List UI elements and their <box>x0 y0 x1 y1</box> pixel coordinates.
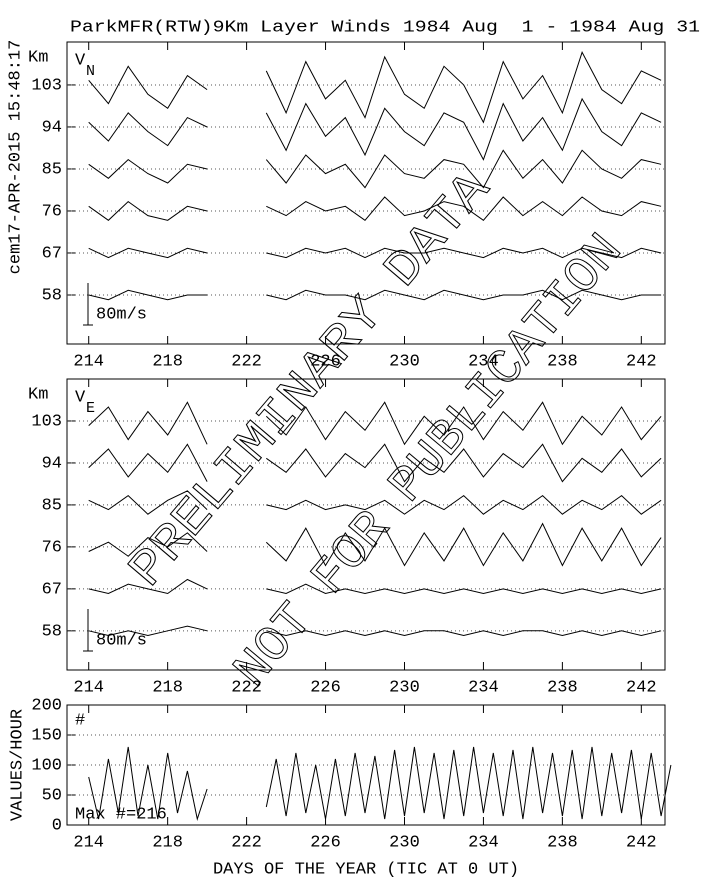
title: ParkMFR(RTW)9Km Layer Winds 1984 Aug 1 -… <box>70 18 700 37</box>
y-tick-label: 94 <box>42 118 62 137</box>
annotation: Max #=216 <box>75 805 167 824</box>
x-axis-label: DAYS OF THE YEAR (TIC AT 0 UT) <box>213 860 519 877</box>
x-tick-label: 214 <box>73 833 104 852</box>
trace <box>88 401 662 446</box>
x-tick-label: 242 <box>626 678 657 697</box>
y-axis-label: VALUES/HOUR <box>8 709 27 821</box>
x-tick-label: 230 <box>389 678 420 697</box>
x-tick-label: 238 <box>547 833 578 852</box>
trace <box>88 196 662 221</box>
y-tick-label: 67 <box>42 244 62 263</box>
y-tick-label: 58 <box>42 622 62 641</box>
y-tick-label: 200 <box>31 696 62 715</box>
plot-frame <box>66 704 666 826</box>
y-axis-label: Km <box>28 48 48 67</box>
annotation: # <box>75 711 85 730</box>
x-tick-label: 226 <box>310 678 341 697</box>
x-tick-label: 218 <box>152 678 183 697</box>
y-tick-label: 0 <box>52 816 62 835</box>
trace <box>88 746 672 821</box>
trace <box>88 289 662 301</box>
trace <box>88 443 662 483</box>
x-tick-label: 222 <box>231 833 262 852</box>
y-tick-label: 67 <box>42 580 62 599</box>
x-tick-label: 226 <box>310 833 341 852</box>
y-tick-label: 58 <box>42 286 62 305</box>
y-tick-label: 76 <box>42 538 62 557</box>
y-tick-label: 100 <box>31 756 62 775</box>
x-tick-label: 222 <box>231 678 262 697</box>
y-axis-label: Km <box>28 385 48 404</box>
x-tick-label: 218 <box>152 833 183 852</box>
x-tick-label: 218 <box>152 352 183 371</box>
trace <box>88 97 662 161</box>
x-tick-label: 222 <box>231 352 262 371</box>
x-tick-label: 242 <box>626 833 657 852</box>
x-tick-label: 238 <box>547 678 578 697</box>
x-tick-label: 214 <box>73 352 104 371</box>
panel-label-subscript: E <box>86 400 95 417</box>
x-tick-label: 234 <box>468 833 499 852</box>
scale-label: 80m/s <box>96 631 147 650</box>
x-tick-label: 214 <box>73 678 104 697</box>
y-tick-label: 85 <box>42 160 62 179</box>
scale-label: 80m/s <box>96 305 147 324</box>
x-tick-label: 234 <box>468 678 499 697</box>
x-tick-label: 226 <box>310 352 341 371</box>
timestamp: cem17-APR-2015 15:48:17 <box>6 40 25 275</box>
trace <box>88 578 662 595</box>
y-tick-label: 103 <box>31 412 62 431</box>
y-tick-label: 103 <box>31 76 62 95</box>
trace <box>88 625 662 637</box>
trace <box>88 247 662 259</box>
y-tick-label: 94 <box>42 454 62 473</box>
x-tick-label: 230 <box>389 352 420 371</box>
trace <box>88 51 662 124</box>
y-tick-label: 150 <box>31 726 62 745</box>
trace <box>88 490 662 515</box>
panel-label: V <box>75 388 86 407</box>
y-tick-label: 85 <box>42 496 62 515</box>
panel-label-subscript: N <box>86 63 95 80</box>
x-tick-label: 238 <box>547 352 578 371</box>
plot-frame <box>66 41 666 345</box>
y-tick-label: 50 <box>42 786 62 805</box>
trace <box>88 149 662 189</box>
x-tick-label: 230 <box>389 833 420 852</box>
x-tick-label: 242 <box>626 352 657 371</box>
x-tick-label: 234 <box>468 352 499 371</box>
panel-label: V <box>75 51 86 70</box>
trace <box>88 522 662 567</box>
y-tick-label: 76 <box>42 202 62 221</box>
plot-frame <box>66 378 666 671</box>
